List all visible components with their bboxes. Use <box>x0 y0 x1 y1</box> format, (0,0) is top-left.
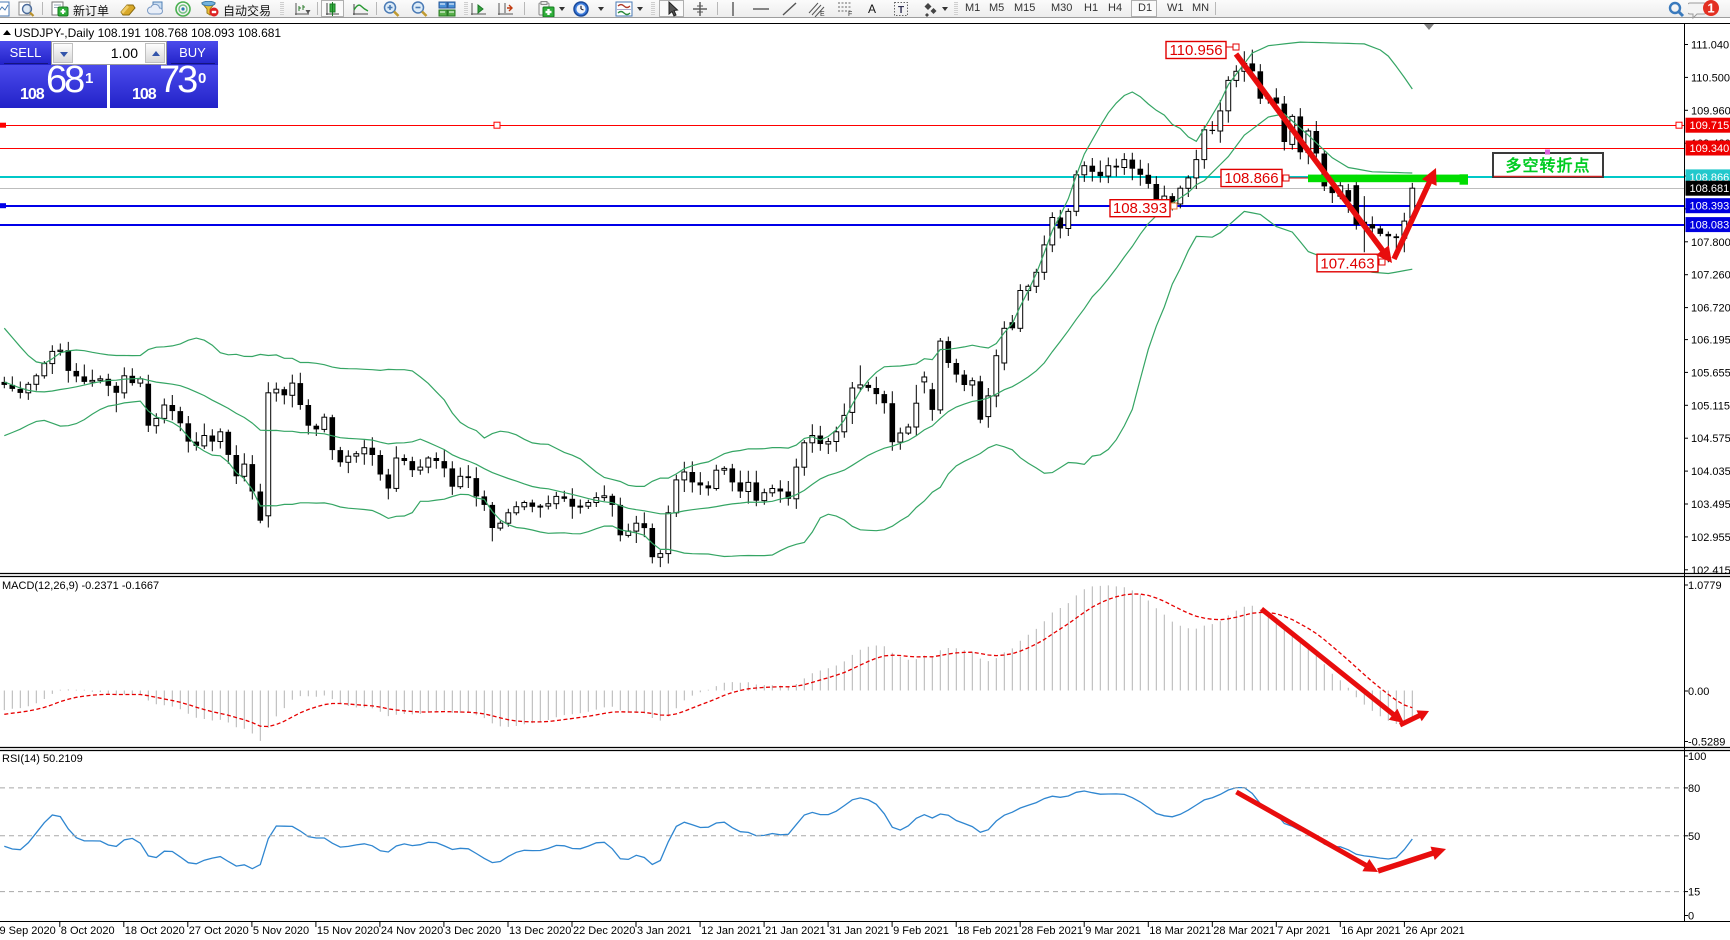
svg-text:109.715: 109.715 <box>1690 120 1730 132</box>
svg-text:100: 100 <box>1688 751 1706 763</box>
svg-text:E: E <box>820 11 825 17</box>
svg-text:16 Apr 2021: 16 Apr 2021 <box>1341 925 1400 937</box>
svg-text:3 Dec 2020: 3 Dec 2020 <box>445 925 501 937</box>
svg-text:103.495: 103.495 <box>1691 499 1730 511</box>
svg-text:9 Mar 2021: 9 Mar 2021 <box>1085 925 1141 937</box>
svg-text:F: F <box>848 11 852 17</box>
svg-text:-0.5289: -0.5289 <box>1688 737 1725 749</box>
svg-text:7 Apr 2021: 7 Apr 2021 <box>1277 925 1330 937</box>
svg-text:105.115: 105.115 <box>1691 400 1730 412</box>
svg-text:111.040: 111.040 <box>1691 40 1729 52</box>
svg-text:110.956: 110.956 <box>1169 42 1222 59</box>
svg-text:1: 1 <box>1707 1 1714 16</box>
svg-text:18 Mar 2021: 18 Mar 2021 <box>1149 925 1211 937</box>
svg-text:107.463: 107.463 <box>1320 255 1374 272</box>
svg-text:MACD(12,26,9) -0.2371 -0.1667: MACD(12,26,9) -0.2371 -0.1667 <box>2 580 159 592</box>
svg-text:22 Dec 2020: 22 Dec 2020 <box>573 925 635 937</box>
svg-text:31 Jan 2021: 31 Jan 2021 <box>829 925 890 937</box>
svg-text:102.415: 102.415 <box>1691 565 1730 577</box>
svg-text:108.083: 108.083 <box>1690 220 1730 232</box>
svg-text:15: 15 <box>1688 887 1700 899</box>
svg-text:26 Apr 2021: 26 Apr 2021 <box>1405 925 1464 937</box>
svg-text:13 Dec 2020: 13 Dec 2020 <box>509 925 571 937</box>
svg-text:5 Nov 2020: 5 Nov 2020 <box>253 925 309 937</box>
svg-text:0.00: 0.00 <box>1688 686 1709 698</box>
svg-text:18 Feb 2021: 18 Feb 2021 <box>957 925 1019 937</box>
svg-text:108.866: 108.866 <box>1224 170 1278 187</box>
svg-text:108.393: 108.393 <box>1690 201 1730 213</box>
svg-text:T: T <box>898 5 904 16</box>
svg-text:109.340: 109.340 <box>1690 143 1730 155</box>
svg-text:102.955: 102.955 <box>1691 532 1730 544</box>
svg-text:104.575: 104.575 <box>1691 433 1730 445</box>
svg-text:105.655: 105.655 <box>1691 367 1730 379</box>
svg-text:多空转折点: 多空转折点 <box>1505 156 1590 175</box>
svg-text:50: 50 <box>1688 831 1700 843</box>
svg-text:24 Nov 2020: 24 Nov 2020 <box>381 925 443 937</box>
svg-text:15 Nov 2020: 15 Nov 2020 <box>317 925 379 937</box>
svg-text:12 Jan 2021: 12 Jan 2021 <box>701 925 762 937</box>
svg-text:110.500: 110.500 <box>1691 72 1730 84</box>
svg-text:28 Feb 2021: 28 Feb 2021 <box>1021 925 1083 937</box>
svg-text:27 Oct 2020: 27 Oct 2020 <box>189 925 249 937</box>
svg-text:106.720: 106.720 <box>1691 303 1730 315</box>
svg-text:109.960: 109.960 <box>1691 105 1730 117</box>
svg-text:106.195: 106.195 <box>1691 335 1730 347</box>
svg-text:108.393: 108.393 <box>1113 200 1167 217</box>
svg-text:18 Oct 2020: 18 Oct 2020 <box>125 925 185 937</box>
svg-text:9 Sep 2020: 9 Sep 2020 <box>0 925 56 937</box>
svg-text:80: 80 <box>1688 783 1700 795</box>
svg-text:0: 0 <box>1688 911 1694 923</box>
svg-text:107.800: 107.800 <box>1691 237 1730 249</box>
svg-text:3 Jan 2021: 3 Jan 2021 <box>637 925 691 937</box>
svg-text:RSI(14) 50.2109: RSI(14) 50.2109 <box>2 753 83 765</box>
svg-text:107.260: 107.260 <box>1691 270 1730 282</box>
svg-text:1.0779: 1.0779 <box>1688 580 1722 592</box>
svg-text:28 Mar 2021: 28 Mar 2021 <box>1213 925 1275 937</box>
svg-text:8 Oct 2020: 8 Oct 2020 <box>61 925 115 937</box>
svg-text:9 Feb 2021: 9 Feb 2021 <box>893 925 949 937</box>
svg-text:108.681: 108.681 <box>1690 183 1730 195</box>
svg-text:21 Jan 2021: 21 Jan 2021 <box>765 925 826 937</box>
svg-text:104.035: 104.035 <box>1691 466 1730 478</box>
